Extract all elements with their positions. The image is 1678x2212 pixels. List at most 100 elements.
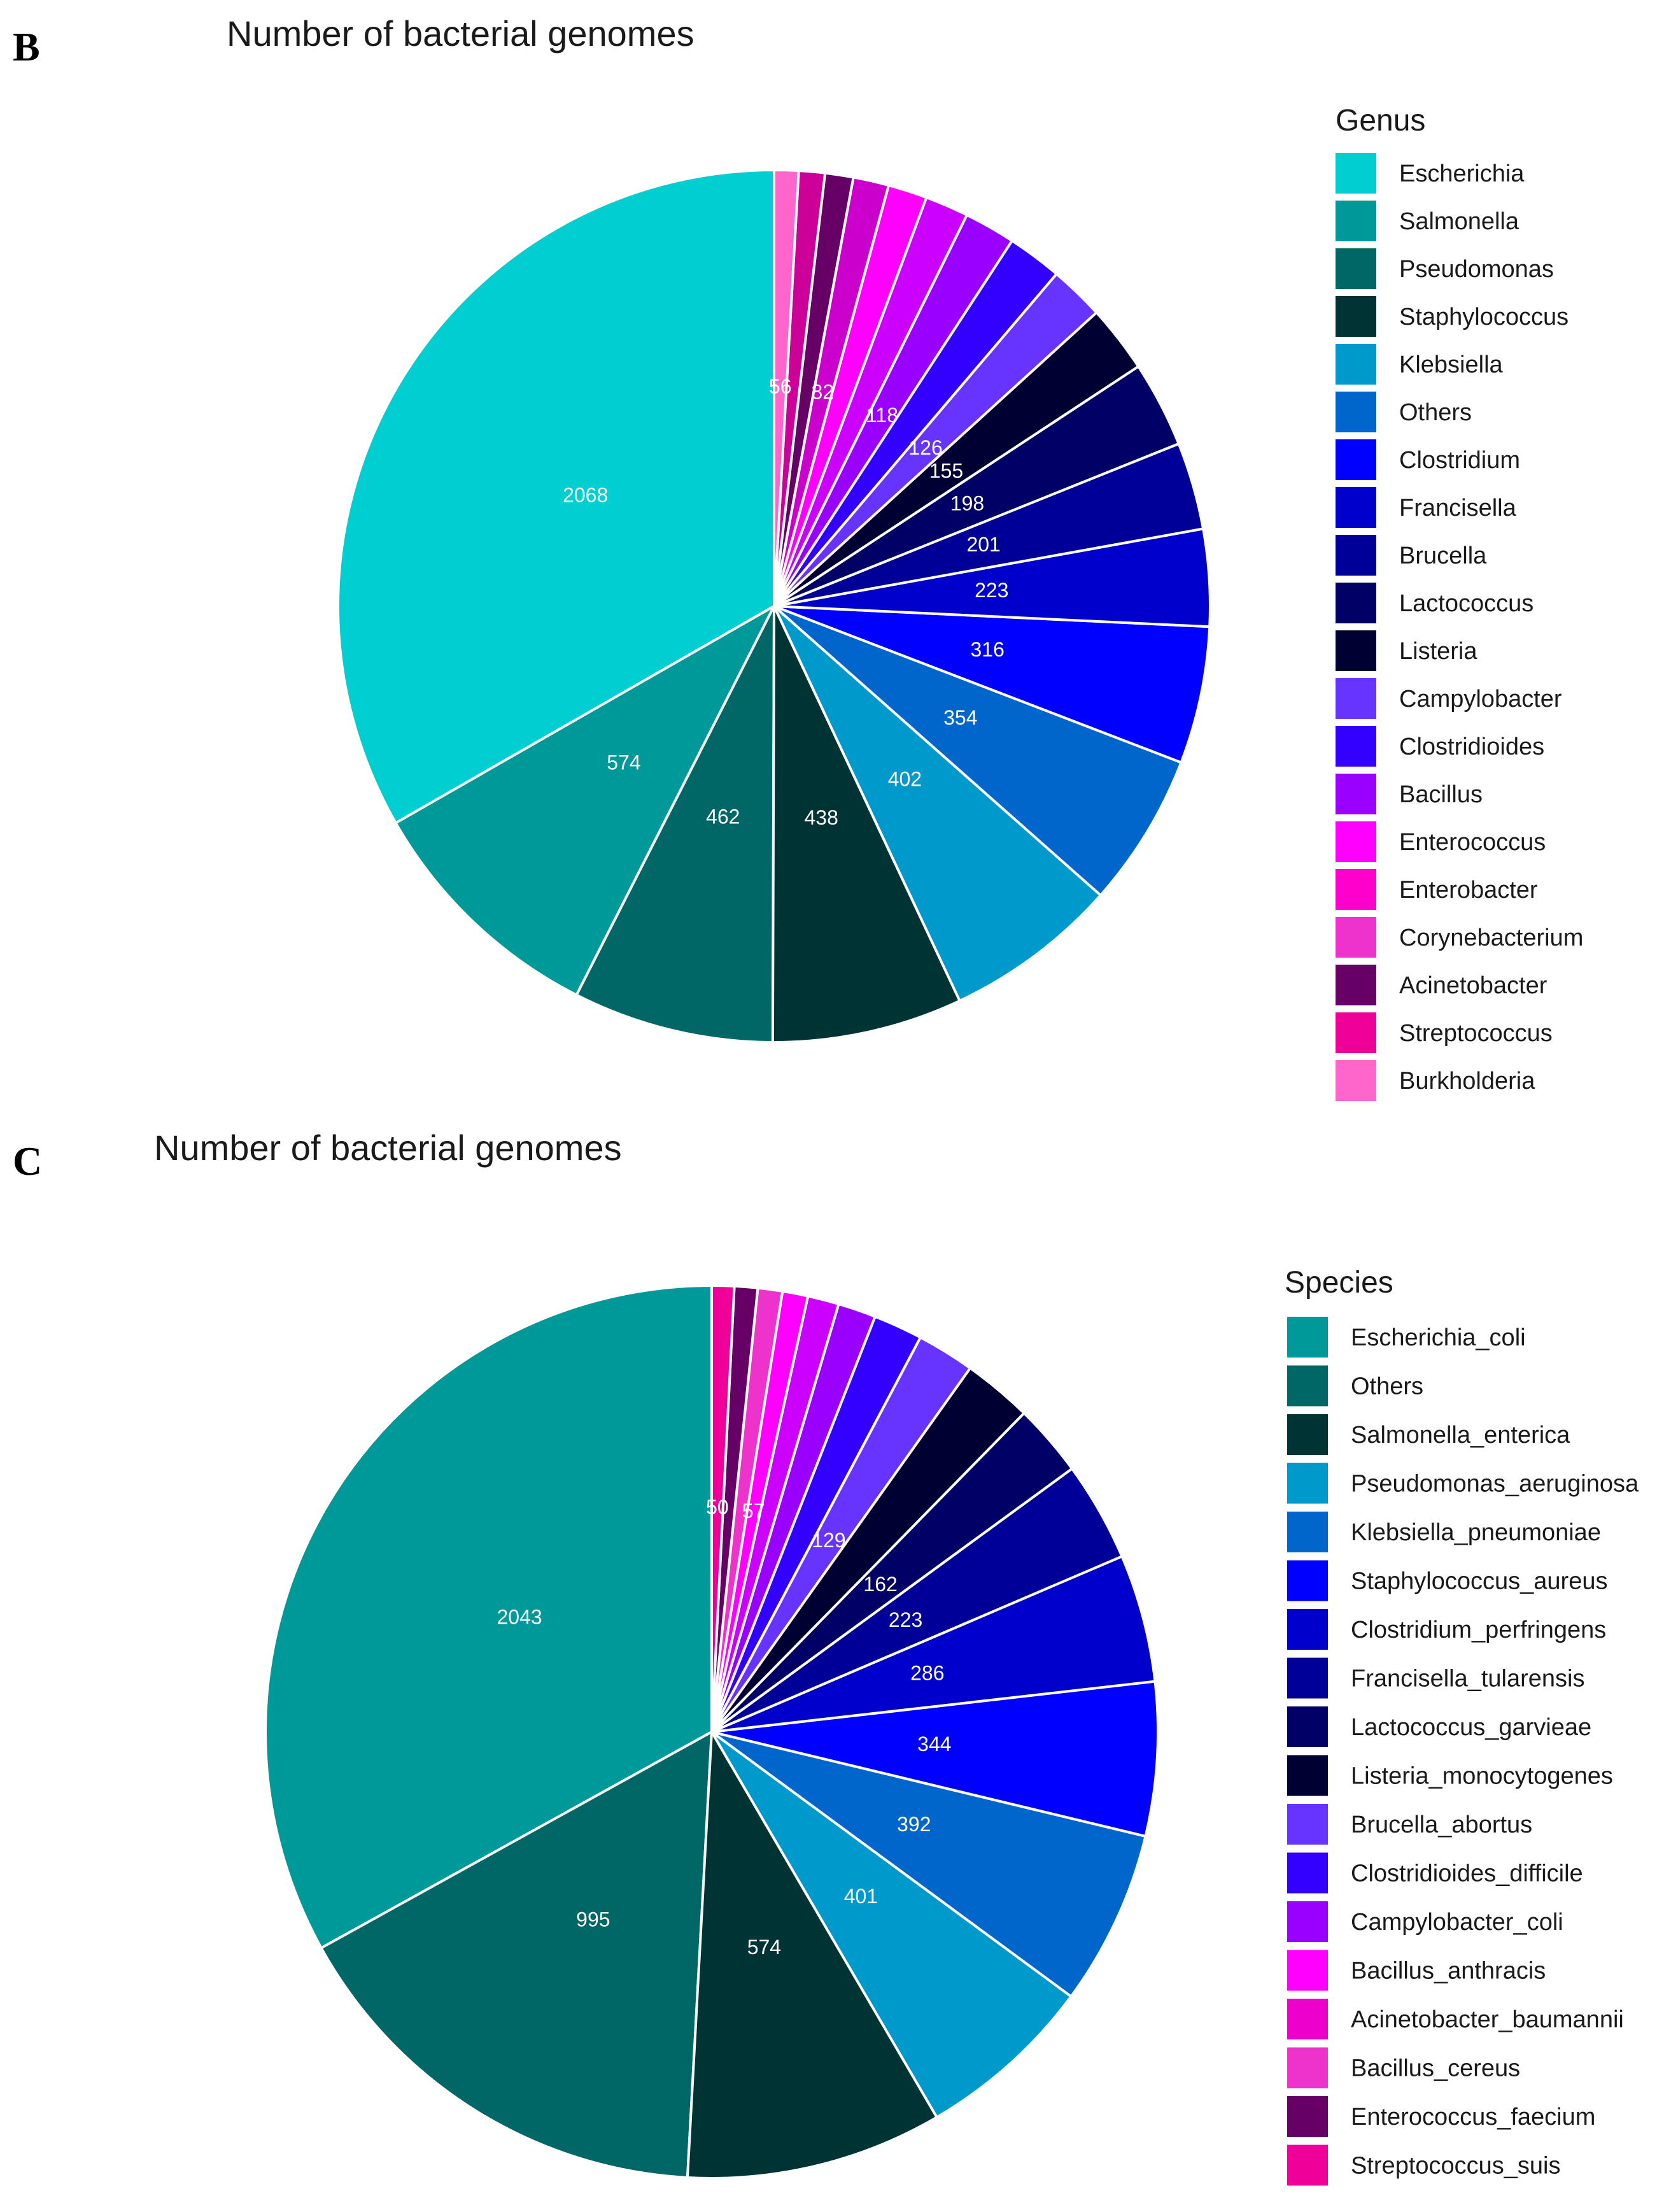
legend-swatch-clostridioides-difficile [1287, 1852, 1328, 1894]
pie-slice-clostridium [773, 605, 1211, 765]
chart-title-c: Number of bacterial genomes [154, 1128, 622, 1168]
legend-genus: Escherichia Salmonella Pseudomonas Staphylo… [1336, 153, 1583, 1101]
slice-label-brucella-abortus: 129 [812, 1529, 845, 1552]
legend-label-acinetobacter: Acinetobacter [1399, 972, 1548, 999]
legend-swatch-salmonella [1336, 201, 1376, 241]
legend-label-bacillus-cereus: Bacillus_cereus [1351, 2055, 1520, 2082]
slice-label-clostridium-perfringens: 286 [910, 1662, 944, 1685]
slice-label-klebsiella: 402 [888, 768, 922, 791]
legend-swatch-burkholderia [1336, 1060, 1376, 1101]
legend-swatch-acinetobacter-baumannii [1287, 1999, 1328, 2039]
slice-label-salmonella: 574 [607, 751, 640, 774]
slice-label-escherichia: 2068 [563, 484, 608, 507]
chart-title-b: Number of bacterial genomes [227, 13, 694, 53]
pie-slice-escherichia-coli [264, 1284, 713, 1950]
slice-label-pseudomonas: 462 [706, 805, 740, 828]
pie-slice-others [773, 605, 1183, 897]
legend-swatch-campylobacter-coli [1287, 1901, 1328, 1942]
slice-label-francisella-tularensis: 223 [889, 1608, 922, 1631]
pie-slice-klebsiella [773, 605, 1103, 1003]
legend-label-escherichia-coli: Escherichia_coli [1351, 1324, 1526, 1351]
legend-label-brucella-abortus: Brucella_abortus [1351, 1811, 1532, 1838]
slice-label-others: 995 [576, 1908, 610, 1931]
slice-label-corynebacterium: 82 [811, 381, 834, 404]
legend-label-enterobacter: Enterobacter [1399, 877, 1538, 904]
legend-swatch-listeria-monocytogenes [1287, 1755, 1328, 1796]
panel-letter-c: C [13, 1138, 42, 1184]
legend-label-burkholderia: Burkholderia [1399, 1068, 1535, 1095]
legend-title-genus: Genus [1336, 104, 1425, 138]
pie-slice-salmonella [393, 602, 777, 997]
legend-label-lactococcus: Lactococcus [1399, 590, 1533, 617]
legend-swatch-acinetobacter [1336, 965, 1376, 1005]
pie-slice-others [319, 1729, 714, 2180]
pie-slice-pseudomonas-aeruginosa [710, 1731, 1073, 2119]
legend-swatch-bacillus-anthracis [1287, 1950, 1328, 1991]
legend-swatch-listeria [1336, 630, 1376, 671]
legend-swatch-lactococcus-garvieae [1287, 1706, 1328, 1747]
legend-swatch-streptococcus-suis [1287, 2145, 1328, 2186]
slice-label-bacillus: 118 [866, 404, 898, 427]
slice-label-brucella: 201 [966, 533, 1000, 556]
pie-slice-pseudomonas [574, 606, 775, 1044]
legend-swatch-enterobacter [1336, 869, 1376, 910]
legend-label-listeria: Listeria [1399, 638, 1477, 665]
legend-label-escherichia: Escherichia [1399, 160, 1525, 187]
slice-label-clostridium: 316 [971, 638, 1005, 661]
legend-swatch-francisella-tularensis [1287, 1657, 1328, 1699]
legend-label-others: Others [1399, 399, 1472, 426]
pie-slice-salmonella-enterica [686, 1727, 939, 2180]
pie-slice-burkholderia [773, 168, 800, 607]
legend-swatch-brucella [1336, 535, 1376, 576]
legend-label-salmonella-enterica: Salmonella_enterica [1351, 1422, 1570, 1449]
legend-label-streptococcus: Streptococcus [1399, 1020, 1553, 1047]
legend-swatch-brucella-abortus [1287, 1804, 1328, 1845]
legend-swatch-enterococcus-faecium [1287, 2096, 1328, 2137]
legend-label-listeria-monocytogenes: Listeria_monocytogenes [1351, 1763, 1613, 1790]
legend-label-clostridioides: Clostridioides [1399, 734, 1544, 760]
legend-swatch-escherichia [1336, 153, 1376, 194]
legend-label-clostridioides-difficile: Clostridioides_difficile [1351, 1861, 1583, 1887]
slice-label-francisella: 223 [975, 579, 1008, 602]
legend-label-staphylococcus-aureus: Staphylococcus_aureus [1351, 1568, 1607, 1595]
legend-swatch-others [1336, 392, 1376, 432]
legend-swatch-streptococcus [1336, 1012, 1376, 1053]
pie-slice-streptococcus-suis [710, 1284, 736, 1733]
legend-swatch-clostridium-perfringens [1287, 1609, 1328, 1650]
slice-label-listeria: 155 [929, 459, 963, 482]
legend-label-corynebacterium: Corynebacterium [1399, 925, 1583, 951]
legend-label-pseudomonas: Pseudomonas [1399, 256, 1554, 283]
legend-label-staphylococcus: Staphylococcus [1399, 304, 1569, 330]
slice-label-pseudomonas-aeruginosa: 401 [844, 1885, 878, 1908]
legend-label-bacillus: Bacillus [1399, 781, 1483, 808]
legend-swatch-bacillus-cereus [1287, 2047, 1328, 2088]
legend-swatch-staphylococcus [1336, 296, 1376, 337]
legend-swatch-klebsiella-pneumoniae [1287, 1512, 1328, 1552]
panel-c: C Number of bacterial genomes 2043 995 57 4… [13, 1128, 1639, 2186]
panel-b: B Number of bacterial genomes 2068 574 462… [13, 13, 1583, 1101]
legend-swatch-clostridioides [1336, 726, 1376, 767]
pie-slice-klebsiella-pneumoniae [710, 1731, 1147, 1999]
legend-swatch-pseudomonas [1336, 248, 1376, 289]
slice-label-escherichia-coli: 2043 [497, 1605, 542, 1628]
slice-label-klebsiella-pneumoniae: 392 [897, 1813, 931, 1836]
slice-label-acinetobacter-baumannii: 57 [742, 1499, 765, 1522]
slice-label-lactococcus-garvieae: 162 [863, 1573, 897, 1596]
legend-label-klebsiella: Klebsiella [1399, 351, 1504, 378]
legend-label-enterococcus: Enterococcus [1399, 829, 1546, 856]
legend-swatch-escherichia-coli [1287, 1317, 1328, 1358]
legend-label-campylobacter-coli: Campylobacter_coli [1351, 1909, 1563, 1936]
slice-label-staphylococcus: 438 [805, 806, 838, 829]
legend-label-clostridium: Clostridium [1399, 447, 1520, 474]
legend-species: Escherichia_coli Others Salmonella_enteric… [1287, 1317, 1639, 2186]
pie-slice-escherichia [337, 168, 775, 825]
legend-title-species: Species [1285, 1266, 1393, 1300]
legend-label-enterococcus-faecium: Enterococcus_faecium [1351, 2104, 1595, 2130]
legend-label-clostridium-perfringens: Clostridium_perfringens [1351, 1617, 1606, 1643]
pie-slice-staphylococcus [771, 606, 962, 1044]
legend-swatch-salmonella-enterica [1287, 1414, 1328, 1455]
legend-label-bacillus-anthracis: Bacillus_anthracis [1351, 1958, 1546, 1985]
legend-label-streptococcus-suis: Streptococcus_suis [1351, 2153, 1561, 2180]
